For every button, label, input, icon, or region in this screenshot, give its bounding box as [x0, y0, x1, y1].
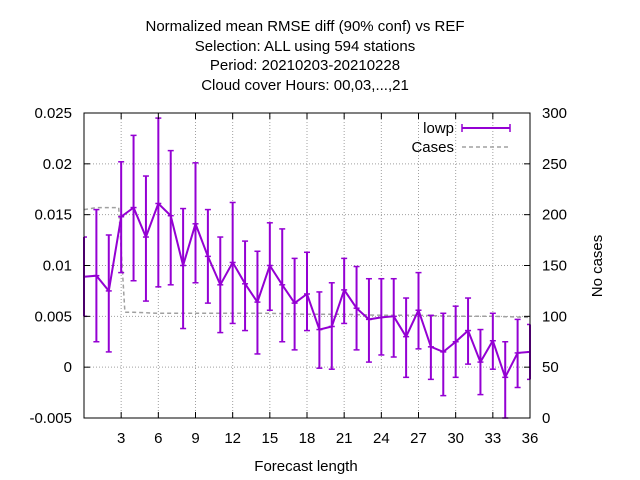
lowp-errorbar	[217, 236, 224, 334]
lowp-errorbar	[403, 297, 410, 379]
lowp-errorbar	[180, 207, 187, 330]
x-tick-label: 15	[261, 430, 278, 447]
x-tick-label: 33	[484, 430, 501, 447]
y-tick-label: -0.005	[29, 410, 72, 427]
lowp-errorbar	[167, 149, 174, 286]
x-tick-label: 30	[447, 430, 464, 447]
y2-tick-label: 50	[542, 359, 559, 376]
y2-tick-label: 150	[542, 258, 567, 275]
lowp-errorbar	[489, 312, 496, 370]
title-line-2: Selection: ALL using 594 stations	[195, 38, 415, 55]
lowp-errorbar	[304, 251, 310, 332]
lowp-errorbar	[105, 234, 112, 353]
x-tick-label: 24	[373, 430, 390, 447]
y-tick-label: 0.015	[34, 207, 72, 224]
x-tick-label: 36	[522, 430, 539, 447]
lowp-errorbar	[118, 161, 125, 274]
lowp-errorbar	[477, 328, 484, 396]
lowp-errorbar	[204, 208, 211, 304]
lowp-errorbar	[242, 240, 249, 332]
legend-label-lowp: lowp	[423, 120, 454, 137]
x-tick-label: 9	[191, 430, 199, 447]
lowp-errorbar	[328, 282, 335, 370]
lowp-errorbar	[279, 228, 286, 343]
legend-label-cases: Cases	[411, 139, 454, 156]
lowp-errorbar	[502, 341, 509, 419]
lowp-errorbar	[365, 277, 372, 363]
title-line-1: Normalized mean RMSE diff (90% conf) vs …	[146, 18, 465, 35]
lowp-errorbar	[316, 291, 323, 369]
lowp-errorbar	[142, 175, 149, 302]
lowp-errorbar	[415, 271, 422, 350]
lowp-errorbar	[130, 134, 137, 282]
lowp-errorbar	[427, 314, 434, 381]
lowp-errorbar	[254, 250, 261, 355]
y-tick-label: 0.01	[43, 258, 72, 275]
lowp-errorbar	[353, 265, 360, 351]
legend: lowp Cases	[411, 120, 511, 156]
y2-axis-label: No cases	[589, 235, 606, 298]
title-line-4: Cloud cover Hours: 00,03,...,21	[201, 77, 409, 94]
y2-tick-label: 100	[542, 308, 567, 325]
lowp-errorbar	[266, 222, 273, 311]
y2-tick-label: 0	[542, 410, 550, 427]
y2-tick-label: 250	[542, 156, 567, 173]
x-tick-label: 12	[224, 430, 241, 447]
lowp-errorbar	[514, 318, 521, 389]
lowp-series	[83, 117, 531, 419]
lowp-errorbar	[93, 208, 100, 343]
y-tick-label: 0.005	[34, 308, 72, 325]
y-tick-label: 0.02	[43, 156, 72, 173]
lowp-errorbar	[452, 305, 459, 379]
y2-tick-label: 300	[542, 105, 567, 122]
lowp-errorbar	[229, 201, 236, 325]
title-line-3: Period: 20210203-20210228	[210, 57, 400, 74]
lowp-errorbar	[465, 297, 472, 365]
lowp-errorbar	[378, 277, 385, 356]
lowp-errorbar	[192, 162, 199, 284]
x-tick-label: 21	[336, 430, 353, 447]
y-tick-label: 0	[64, 359, 72, 376]
x-tick-label: 6	[154, 430, 162, 447]
y2-tick-label: 200	[542, 207, 567, 224]
lowp-errorbar	[155, 117, 162, 288]
lowp-errorbar	[291, 257, 298, 351]
x-tick-label: 27	[410, 430, 427, 447]
lowp-errorbar	[440, 312, 447, 397]
y-tick-label: 0.025	[34, 105, 72, 122]
x-tick-label: 18	[299, 430, 316, 447]
lowp-errorbar	[341, 257, 348, 325]
legend-swatch-lowp	[461, 124, 511, 132]
x-tick-label: 3	[117, 430, 125, 447]
axis-ticks: 3 6 9 12 15 18 21 24 27 30 33 36-0.00500.0050.010.0…	[29, 105, 567, 447]
chart-title: Normalized mean RMSE diff (90% conf) vs …	[146, 18, 465, 94]
x-axis-label: Forecast length	[254, 458, 357, 475]
lowp-errorbar	[390, 277, 397, 358]
